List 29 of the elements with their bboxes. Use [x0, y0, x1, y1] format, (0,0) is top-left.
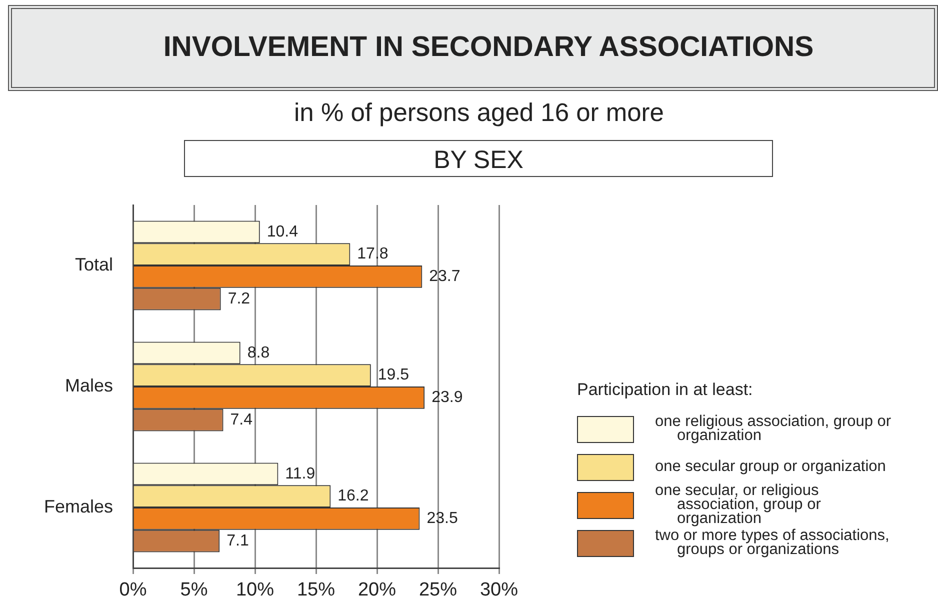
data-label: 17.8: [357, 246, 388, 263]
y-tick-label: Total: [74, 254, 113, 274]
data-label: 10.4: [266, 223, 298, 240]
data-label: 16.2: [338, 488, 369, 505]
x-tick-label: 10%: [236, 580, 274, 601]
data-label: 23.9: [432, 389, 463, 406]
data-label: 7.2: [228, 290, 250, 308]
legend-label: two or more types of associations, groups or organizations: [655, 527, 890, 558]
legend-label: one religious association, group or organization: [655, 413, 892, 444]
x-tick-label: 20%: [358, 580, 396, 601]
data-label: 23.5: [426, 510, 458, 528]
x-tick-label: 25%: [418, 580, 458, 601]
data-label: 23.7: [429, 268, 460, 286]
y-tick-label: Males: [64, 375, 113, 396]
x-tick-label: 30%: [480, 580, 518, 601]
legend-label: one secular group or organization: [655, 458, 887, 475]
data-label: 8.8: [247, 344, 270, 362]
chart-title: INVOLVEMENT IN SECONDARY ASSOCIATIONS: [163, 31, 814, 63]
chart-subtitle: in % of persons aged 16 or more: [294, 99, 664, 127]
data-label: 7.1: [226, 532, 249, 550]
x-tick-label: 15%: [296, 580, 336, 601]
legend-title: Participation in at least:: [577, 380, 754, 400]
y-tick-label: Females: [44, 496, 113, 516]
data-label: 11.9: [285, 465, 316, 482]
x-tick-label: 5%: [180, 580, 208, 601]
text: BY SEX: [434, 146, 524, 174]
data-label: 7.4: [230, 411, 253, 428]
x-tick-label: 0%: [119, 580, 147, 601]
data-label: 19.5: [378, 366, 410, 384]
